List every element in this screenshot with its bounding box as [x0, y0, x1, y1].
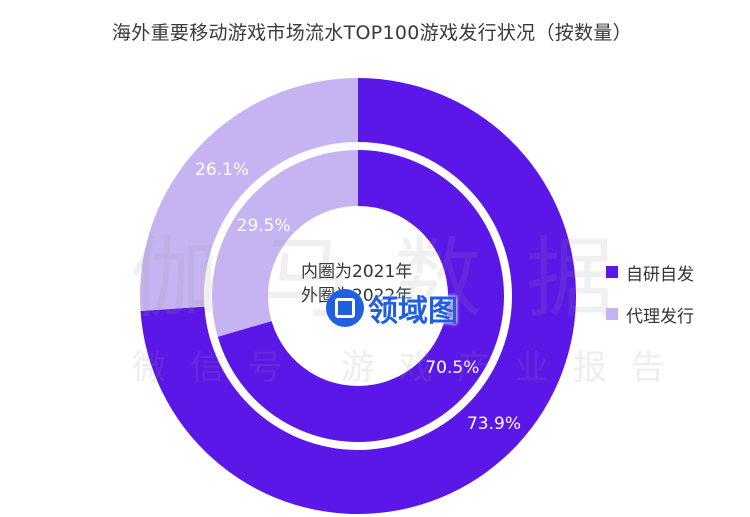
- inner-slice-label-licensed: 29.5%: [237, 216, 291, 236]
- legend-label-self-developed: 自研自发: [626, 264, 694, 285]
- legend-item-licensed: 代理发行: [606, 303, 694, 327]
- center-label-inner: 内圈为2021年: [301, 262, 412, 282]
- logo-text: 领域图: [368, 294, 458, 329]
- legend-swatch-licensed: [606, 308, 618, 320]
- outer-slice-licensed: [140, 78, 358, 312]
- inner-slice-licensed: [211, 150, 358, 337]
- outer-slice-self-developed: [140, 78, 576, 514]
- slice-labels: 73.9% 26.1% 70.5% 29.5%: [195, 160, 521, 434]
- logo-icon: [326, 289, 364, 327]
- inner-ring: [211, 150, 504, 442]
- legend: 自研自发 代理发行: [606, 261, 694, 345]
- watermark-subtitle: 微信号 游戏产业报告: [132, 348, 689, 388]
- legend-swatch-self-developed: [606, 266, 618, 278]
- chart-title: 海外重要移动游戏市场流水TOP100游戏发行状况（按数量）: [112, 22, 632, 44]
- outer-slice-label-licensed: 26.1%: [195, 160, 249, 180]
- outer-slice-label-self-developed: 73.9%: [467, 414, 521, 434]
- legend-label-licensed: 代理发行: [626, 306, 694, 327]
- logo: 领域图: [326, 286, 458, 330]
- legend-item-self-developed: 自研自发: [606, 261, 694, 285]
- watermark: 伽马数据: [130, 227, 659, 330]
- inner-slice-self-developed: [217, 150, 504, 442]
- inner-slice-label-self-developed: 70.5%: [425, 358, 479, 378]
- outer-ring: [140, 78, 576, 514]
